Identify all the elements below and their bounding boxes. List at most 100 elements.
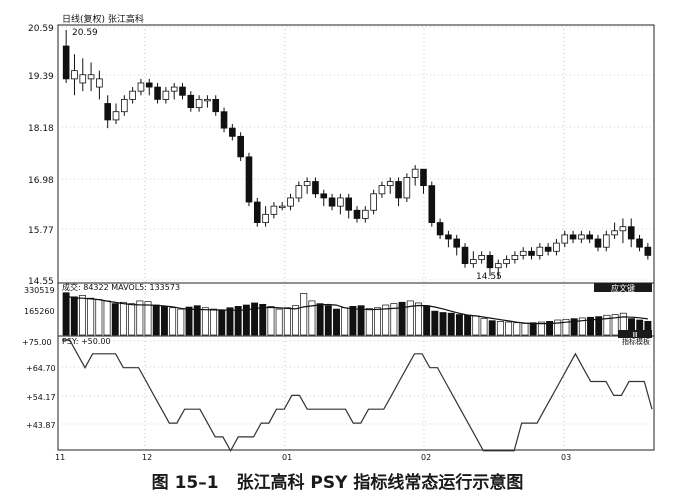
volume-bar [562, 318, 570, 336]
candle-body [611, 230, 618, 236]
volume-bar [177, 308, 185, 336]
volume-bar [406, 300, 414, 336]
volume-bar [128, 303, 136, 336]
volume-bar [496, 321, 504, 336]
candle-body [395, 181, 402, 199]
candle-body [129, 90, 136, 100]
candle-body [428, 185, 436, 223]
volume-bar [431, 310, 439, 336]
volume-ytick-0: 330519 [24, 286, 55, 295]
volume-bar [554, 319, 562, 336]
volume-bar [414, 302, 422, 336]
price-low-label: 14.55 [476, 272, 502, 282]
volume-bar [447, 312, 455, 336]
price-panel-button[interactable] [594, 283, 652, 292]
psy-ytick-0: +75.00 [22, 338, 52, 347]
volume-bar [439, 312, 447, 336]
candle-body [362, 209, 369, 219]
candle-body [79, 74, 87, 84]
candle-body [204, 98, 211, 102]
volume-bar [185, 306, 193, 336]
volume-bar [251, 302, 259, 336]
volume-bar [398, 301, 406, 336]
volume-bar [152, 304, 160, 336]
volume-bar [423, 305, 431, 336]
volume-bar [308, 300, 316, 336]
volume-bar [333, 308, 340, 336]
psy-ytick-3: +43.87 [26, 421, 56, 430]
volume-bar [513, 322, 521, 336]
volume-bar [79, 295, 86, 336]
candle-body [137, 82, 145, 92]
candle-body [636, 238, 643, 248]
figure-caption: 图 15–1 张江高科 PSY 指标线常态运行示意图 [0, 468, 675, 493]
candle-body [328, 197, 336, 207]
volume-bar [374, 307, 381, 336]
price-ytick-2: 18.18 [28, 124, 54, 134]
volume-bar [169, 307, 177, 336]
psy-ytick-1: +64.70 [26, 364, 56, 373]
candle-body [71, 70, 78, 80]
volume-bar [193, 305, 201, 336]
candle-body [478, 255, 485, 260]
candle-body [220, 111, 228, 129]
price-ytick-4: 15.77 [28, 226, 54, 236]
volume-bar [300, 293, 308, 336]
volume-bar [472, 315, 480, 336]
candle-body [511, 255, 519, 260]
candle-body [87, 74, 95, 80]
candle-body [445, 234, 452, 240]
price-ytick-5: 14.55 [28, 277, 54, 287]
xtick-3: 02 [421, 453, 431, 462]
candle-body [436, 222, 444, 236]
candle-body [370, 193, 377, 211]
price-panel-title: 日线(复权) 张江高科 [62, 13, 144, 25]
figure-number: 图 15–1 [151, 473, 219, 493]
candle-body [253, 201, 261, 223]
candle-body [145, 82, 153, 88]
price-ytick-0: 20.59 [28, 24, 54, 34]
xtick-2: 01 [282, 453, 292, 462]
volume-bar [603, 314, 611, 336]
candle-body [154, 86, 161, 100]
volume-bar [267, 306, 275, 336]
volume-bar [488, 320, 496, 336]
candle-body [295, 185, 303, 199]
candle-body [586, 234, 593, 240]
candle-body [453, 238, 461, 248]
candle-body [470, 259, 477, 265]
volume-bar [292, 305, 300, 336]
xtick-4: 03 [561, 453, 571, 462]
volume-panel-button-label: Ⅲ [633, 331, 638, 339]
candle-body [320, 193, 328, 199]
volume-bar [505, 321, 513, 336]
volume-bar [136, 300, 144, 336]
candle-body [229, 127, 236, 137]
volume-bar [537, 321, 545, 336]
candle-body [578, 234, 585, 240]
candle-body [345, 197, 352, 211]
candle-body [337, 197, 344, 207]
volume-bar [546, 321, 554, 336]
candle-body [528, 250, 535, 256]
psy-panel-title: PSY: +50.00 [62, 337, 111, 346]
volume-bar [341, 307, 349, 336]
volume-bar [316, 303, 324, 336]
price-panel-button-label: 应文键 [611, 283, 635, 293]
volume-panel-button[interactable] [618, 330, 652, 338]
mavol5-line [65, 295, 648, 325]
volume-bar [218, 309, 226, 336]
volume-bar [611, 314, 619, 336]
volume-bar [144, 301, 152, 336]
volume-bar [521, 323, 529, 336]
candle-body [544, 246, 552, 252]
volume-bar [455, 314, 463, 336]
candle-body [420, 168, 427, 187]
volume-bar [242, 304, 250, 336]
candle-body [245, 156, 253, 203]
volume-ytick-1: 165260 [24, 307, 55, 316]
figure-title: 张江高科 PSY 指标线常态运行示意图 [236, 473, 524, 493]
candle-body [536, 246, 544, 256]
volume-bar [529, 322, 537, 336]
volume-bar [259, 303, 267, 336]
